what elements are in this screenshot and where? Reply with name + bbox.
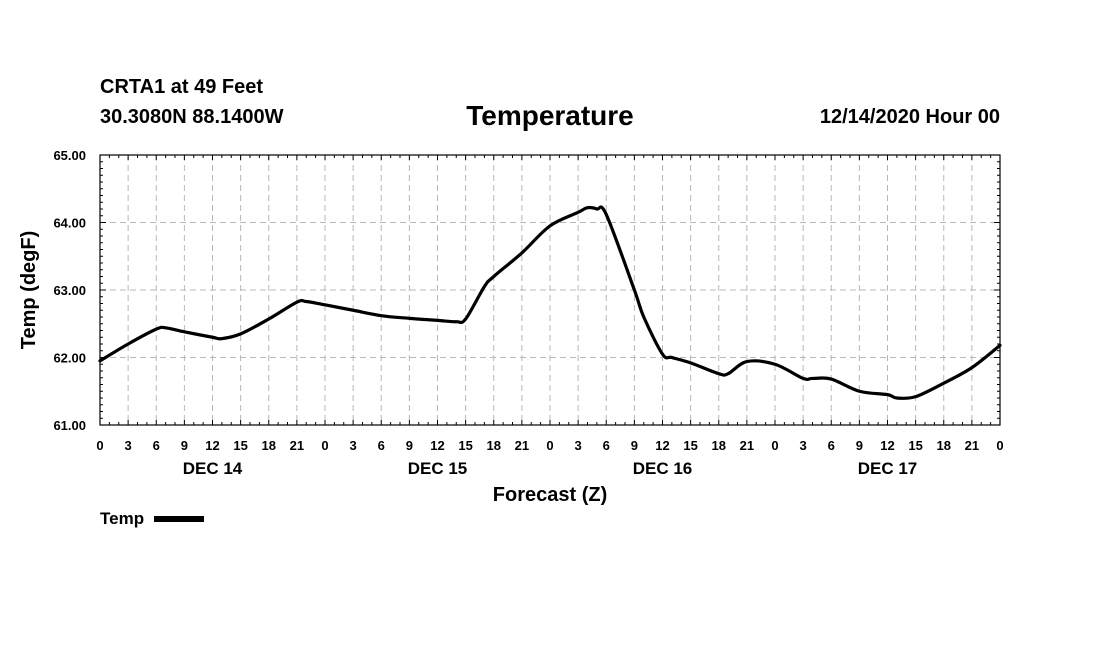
y-tick-label: 61.00	[53, 418, 86, 433]
x-tick-label: 21	[965, 438, 979, 453]
x-tick-label: 12	[655, 438, 669, 453]
x-tick-label: 12	[880, 438, 894, 453]
station-label: CRTA1 at 49 Feet	[100, 76, 264, 98]
x-tick-label: 3	[125, 438, 132, 453]
legend-label: Temp	[100, 509, 145, 528]
x-tick-label: 3	[800, 438, 807, 453]
x-tick-label: 0	[96, 438, 103, 453]
x-tick-label: 0	[546, 438, 553, 453]
day-label: DEC 15	[408, 459, 468, 478]
series-line-temp	[98, 205, 1002, 400]
day-label: DEC 17	[858, 459, 918, 478]
x-tick-label: 12	[430, 438, 444, 453]
x-tick-label: 9	[181, 438, 188, 453]
x-tick-label: 6	[828, 438, 835, 453]
x-tick-label: 3	[350, 438, 357, 453]
x-tick-label: 15	[908, 438, 922, 453]
x-tick-label: 21	[740, 438, 754, 453]
axis-labels: 0 3 6 9 12 15 18 21 0 3 6 9 12 15 18 21 0 3 6 9 12 15 18 21 0 3 6 9…	[18, 148, 1004, 506]
x-tick-label: 9	[856, 438, 863, 453]
grid-lines	[100, 155, 1000, 425]
x-tick-label: 9	[631, 438, 638, 453]
x-tick-label: 21	[515, 438, 529, 453]
chart-title: Temperature	[466, 100, 634, 131]
x-tick-label: 15	[683, 438, 697, 453]
x-tick-label: 3	[575, 438, 582, 453]
x-tick-label: 12	[205, 438, 219, 453]
y-tick-label: 65.00	[53, 148, 86, 163]
station-coordinates: 30.3080N 88.1400W	[100, 106, 284, 128]
x-tick-label: 0	[321, 438, 328, 453]
x-tick-label: 6	[378, 438, 385, 453]
x-tick-label: 6	[153, 438, 160, 453]
x-tick-label: 15	[233, 438, 247, 453]
y-tick-label: 62.00	[53, 351, 86, 366]
x-tick-label: 9	[406, 438, 413, 453]
tick-marks	[99, 154, 1001, 426]
forecast-date: 12/14/2020 Hour 00	[819, 106, 1000, 128]
day-label: DEC 14	[183, 459, 243, 478]
x-tick-label: 21	[290, 438, 304, 453]
x-tick-label: 18	[487, 438, 501, 453]
x-tick-label: 18	[262, 438, 276, 453]
x-tick-label: 18	[937, 438, 951, 453]
x-axis-title: Forecast (Z)	[493, 484, 607, 506]
series-layer	[98, 205, 1002, 400]
x-tick-label: 0	[771, 438, 778, 453]
day-label: DEC 16	[633, 459, 693, 478]
legend: Temp	[100, 509, 205, 529]
y-tick-label: 64.00	[53, 216, 86, 231]
x-tick-label: 15	[458, 438, 472, 453]
x-tick-label: 6	[603, 438, 610, 453]
x-tick-label: 0	[996, 438, 1003, 453]
y-axis-title: Temp (degF)	[18, 231, 40, 350]
legend-swatch	[154, 516, 205, 522]
x-tick-label: 18	[712, 438, 726, 453]
y-tick-label: 63.00	[53, 283, 86, 298]
